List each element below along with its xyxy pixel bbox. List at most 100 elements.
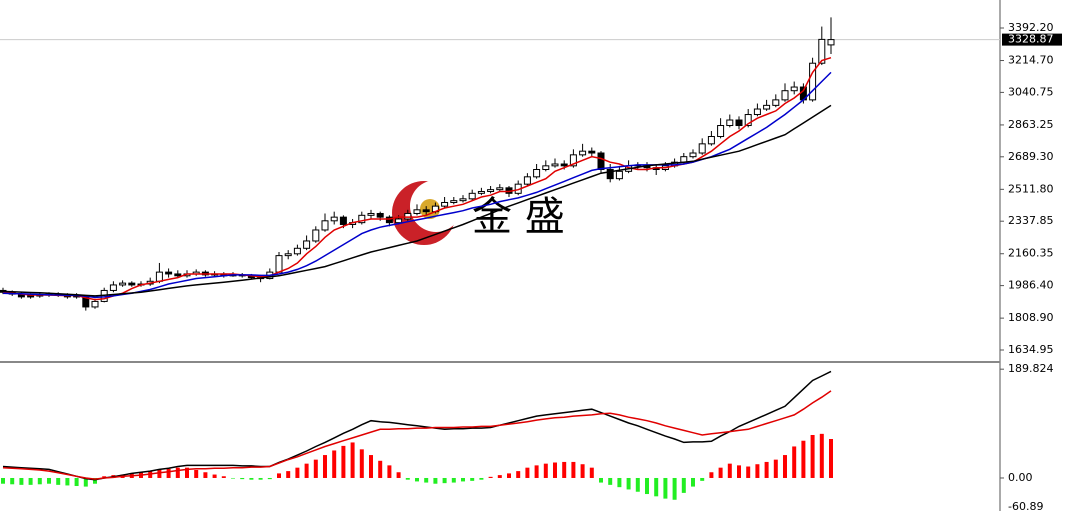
histogram-bar (332, 450, 337, 478)
histogram-bar (157, 469, 162, 478)
histogram-bar (56, 477, 61, 485)
histogram-bar (727, 463, 732, 478)
histogram-bar (461, 477, 465, 482)
candle-body (358, 214, 366, 224)
y-tick-label: 3214.70 (1008, 54, 1054, 67)
histogram-bar (231, 477, 235, 479)
histogram-bar (681, 477, 686, 493)
histogram-bar (83, 477, 88, 487)
y-tick-label: 3392.20 (1008, 21, 1054, 34)
histogram-bar (277, 473, 281, 478)
candle-body (27, 295, 35, 298)
histogram-bar (433, 477, 438, 484)
histogram-bar (194, 469, 199, 478)
candle-body (707, 136, 715, 145)
candle-body (128, 282, 136, 286)
y-tick-label: 1986.40 (1008, 279, 1054, 292)
candle-body (827, 39, 835, 46)
candle-body (330, 216, 338, 222)
line-series (2, 104, 832, 297)
candle-body (91, 300, 99, 308)
candle-body (615, 170, 623, 180)
candle-body (753, 108, 761, 116)
histogram-bar (350, 442, 355, 478)
histogram-bar (516, 471, 521, 478)
histogram-bar (424, 477, 429, 483)
histogram-bar (267, 477, 272, 480)
histogram-bar (166, 468, 171, 478)
histogram-bar (249, 477, 254, 480)
candle-body (551, 163, 559, 167)
candle-body (560, 163, 568, 167)
histogram-bar (801, 440, 806, 478)
histogram-bar (543, 463, 548, 478)
histogram-bar (507, 473, 511, 478)
last-price-label: 3328.87 (1008, 33, 1054, 46)
histogram-bar (212, 474, 217, 478)
candle-body (496, 187, 504, 191)
last-price-box (1002, 33, 1062, 46)
candle-body (109, 284, 117, 291)
histogram-bar (1, 477, 5, 484)
histogram-bar (755, 464, 760, 478)
histogram-bar (175, 467, 180, 478)
histogram-bar (286, 471, 291, 478)
histogram-bar (645, 477, 649, 495)
y-tick-label: 1808.90 (1008, 311, 1054, 324)
histogram-bar (654, 477, 659, 497)
candle-body (579, 150, 587, 156)
candle-body (818, 38, 826, 64)
candle-body (459, 198, 467, 202)
histogram-bar (599, 477, 603, 483)
histogram-bar (562, 461, 567, 478)
histogram-bar (783, 455, 787, 478)
histogram-bar (47, 477, 51, 484)
y-tick-label: -60.89 (1008, 500, 1043, 511)
histogram-bar (608, 477, 613, 485)
histogram-bar (442, 477, 447, 484)
candle-body (367, 212, 375, 216)
candle-body (450, 200, 458, 203)
candle-body (726, 119, 734, 127)
histogram-bar (764, 461, 769, 478)
candle-body (689, 152, 697, 158)
histogram-bar (580, 464, 585, 478)
y-tick-label: 0.00 (1008, 471, 1033, 484)
histogram-bar (203, 472, 208, 478)
y-tick-label: 2863.25 (1008, 118, 1054, 131)
candle-body (395, 218, 403, 224)
histogram-bar (534, 465, 539, 478)
histogram-bar (341, 445, 346, 478)
histogram-bar (718, 467, 723, 478)
y-tick-label: 2337.85 (1008, 214, 1054, 227)
histogram-bar (497, 475, 502, 478)
candle-body (809, 62, 817, 101)
histogram-bar (102, 476, 107, 478)
line-series (2, 370, 832, 481)
candle-body (569, 154, 577, 167)
histogram-bar (359, 449, 364, 478)
histogram-bar (589, 467, 594, 478)
candle-body (321, 220, 329, 231)
candle-body (422, 209, 430, 213)
candle-body (339, 216, 347, 225)
histogram-bar (746, 466, 751, 478)
candle-body (487, 189, 495, 192)
candle-body (441, 201, 449, 207)
histogram-bar (792, 446, 797, 478)
histogram-bar (470, 477, 475, 481)
histogram-bar (313, 459, 318, 478)
candle-body (542, 165, 550, 171)
histogram-bar (737, 465, 741, 478)
candle-body (303, 240, 311, 249)
line-series (2, 71, 832, 299)
histogram-bar (387, 465, 392, 478)
candle-body (293, 247, 301, 255)
histogram-bar (635, 477, 640, 492)
histogram-bar (829, 439, 833, 478)
histogram-bar (810, 434, 815, 478)
histogram-bar (626, 477, 631, 490)
histogram-bar (65, 477, 70, 486)
candle-body (385, 216, 393, 224)
